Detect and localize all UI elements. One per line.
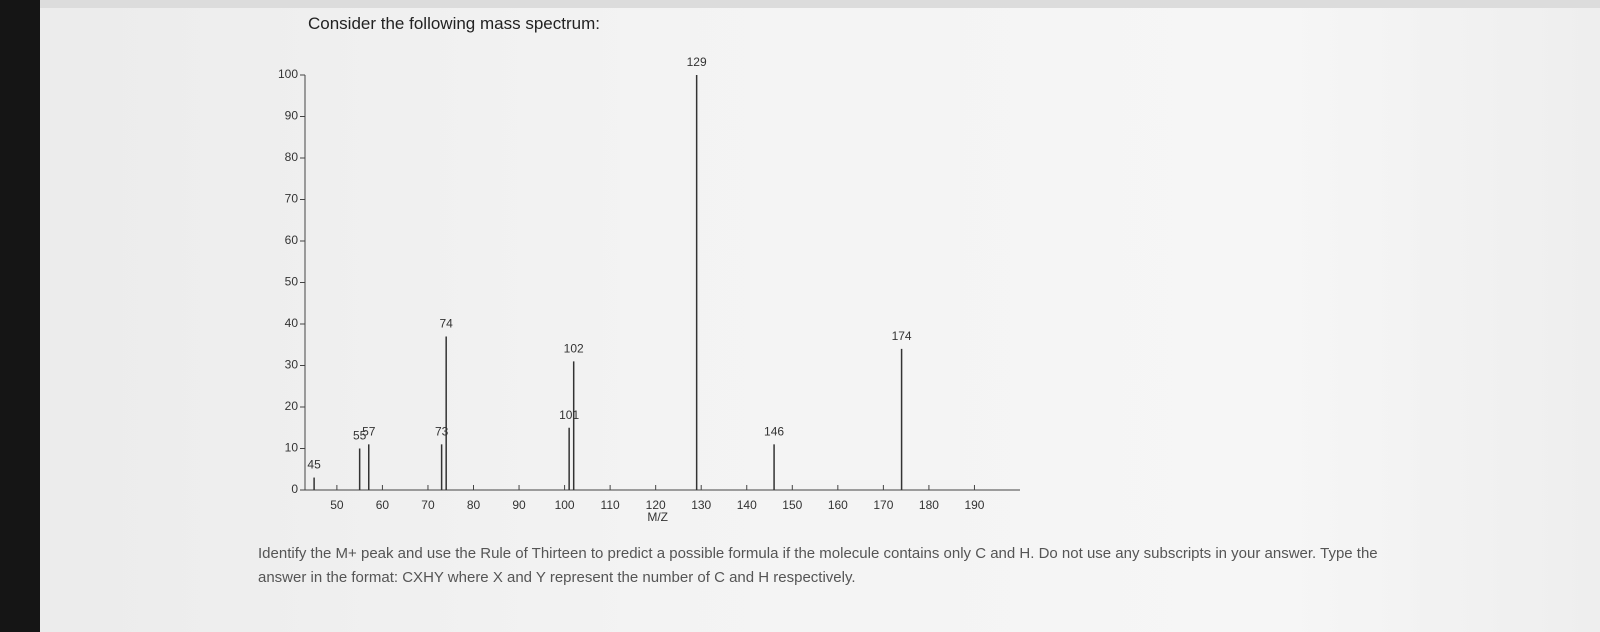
x-tick-label: 180 bbox=[919, 498, 939, 512]
x-tick-label: 90 bbox=[512, 498, 526, 512]
x-tick-label: 80 bbox=[467, 498, 481, 512]
bookmarks-bar bbox=[40, 0, 1600, 8]
x-tick-label: 130 bbox=[691, 498, 711, 512]
y-tick-label: 100 bbox=[278, 67, 298, 81]
x-tick-label: 70 bbox=[421, 498, 435, 512]
chart-title: Consider the following mass spectrum: bbox=[308, 14, 600, 33]
peak-label: 45 bbox=[307, 458, 321, 472]
x-tick-label: 60 bbox=[376, 498, 390, 512]
peak-label: 102 bbox=[564, 342, 584, 356]
peak-label: 174 bbox=[892, 329, 912, 343]
peak-label: 55 bbox=[353, 429, 367, 443]
question-text: Identify the M+ peak and use the Rule of… bbox=[258, 545, 1378, 586]
y-tick-label: 80 bbox=[285, 150, 299, 164]
y-tick-label: 50 bbox=[285, 275, 299, 289]
peak-label: 74 bbox=[439, 317, 453, 331]
y-tick-label: 0 bbox=[291, 482, 298, 496]
x-tick-label: 160 bbox=[828, 498, 848, 512]
x-tick-label: 140 bbox=[737, 498, 757, 512]
peak-label: 73 bbox=[435, 425, 449, 439]
x-tick-label: 170 bbox=[873, 498, 893, 512]
x-axis-label: M/Z bbox=[647, 510, 668, 524]
screen-bezel bbox=[0, 0, 40, 632]
x-tick-label: 50 bbox=[330, 498, 344, 512]
x-tick-label: 190 bbox=[964, 498, 984, 512]
x-tick-label: 100 bbox=[555, 498, 575, 512]
y-tick-label: 70 bbox=[285, 192, 299, 206]
y-tick-label: 60 bbox=[285, 233, 299, 247]
y-tick-label: 90 bbox=[285, 109, 299, 123]
x-tick-label: 110 bbox=[601, 498, 620, 512]
y-tick-label: 40 bbox=[285, 316, 299, 330]
x-tick-label: 150 bbox=[782, 498, 802, 512]
y-tick-label: 30 bbox=[285, 358, 299, 372]
x-tick-label: 120 bbox=[646, 498, 666, 512]
peak-label: 129 bbox=[687, 55, 707, 69]
peak-label: 146 bbox=[764, 425, 784, 439]
y-tick-label: 10 bbox=[285, 441, 299, 455]
y-tick-label: 20 bbox=[285, 399, 299, 413]
peak-label: 101 bbox=[559, 408, 579, 422]
peak-label: 57 bbox=[362, 425, 376, 439]
